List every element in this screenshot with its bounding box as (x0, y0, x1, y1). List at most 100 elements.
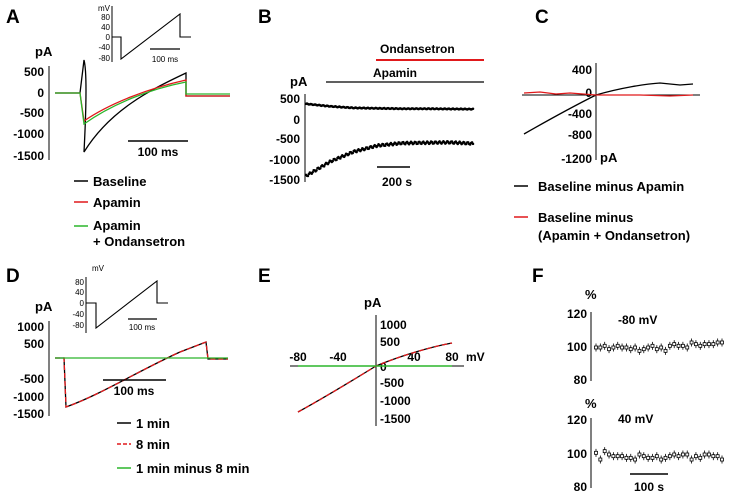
inset-d-voltage-protocol (86, 279, 168, 330)
panel-f-bottom-point (663, 455, 668, 460)
inset-d-tick: 40 (75, 288, 84, 297)
panel-f-bottom-point (633, 457, 638, 462)
panel-f-top-point (594, 345, 598, 350)
panel-f-bottom-point (720, 457, 724, 462)
panel-b-unit: pA (290, 74, 308, 89)
panel-f-bottom-point (689, 457, 694, 462)
panel-e-xtick: 80 (445, 350, 459, 364)
panel-b-ytick: -500 (276, 132, 300, 146)
panel-e-ytick: 1000 (380, 318, 407, 332)
panel-f-bottom-point (672, 452, 677, 457)
panel-e-ytick: -1500 (380, 412, 411, 426)
panel-b-inward-point (327, 161, 331, 164)
legend-label-apamin: Apamin (93, 218, 141, 233)
inset-d-tick: 0 (80, 299, 85, 308)
panel-label-b: B (258, 7, 272, 28)
inset-a-tick: 0 (106, 33, 111, 42)
panel-d-traces (55, 341, 228, 408)
panel-b-ytick: 500 (280, 92, 300, 106)
legend-label-difference: 1 min minus 8 min (136, 461, 249, 476)
panel-a-ytick: -1500 (13, 149, 44, 163)
panel-f-bottom-point (650, 455, 655, 460)
panel-b-inward-point (319, 167, 322, 170)
panel-b-ondansetron-label: Ondansetron (380, 42, 455, 56)
panel-a-traces (55, 59, 230, 153)
inset-d-scalebar-label: 100 ms (129, 323, 155, 332)
panel-f-top-point (676, 343, 681, 348)
panel-f-bottom-point (615, 454, 620, 459)
inset-a-tick: 80 (101, 13, 110, 22)
inset-a: mV 80 40 0 -40 -80 100 ms (98, 4, 191, 64)
panel-f-top-label: -80 mV (618, 313, 657, 327)
legend-label-baseline-minus-apamin: Baseline minus Apamin (538, 179, 684, 194)
panel-e-1min-trace (297, 342, 453, 413)
panel-f-bottom-point (637, 452, 642, 457)
panel-f-bottom-ytick: 80 (574, 480, 588, 494)
panel-e-8min-trace (297, 342, 453, 413)
inset-a-tick: -80 (98, 54, 110, 63)
panel-f-bottom-point (598, 457, 603, 462)
panel-f-top-point (689, 340, 694, 345)
panel-b-scalebar-label: 200 s (382, 175, 412, 189)
panel-f-top-point (711, 342, 716, 347)
panel-a-apamin-ondansetron-trace (55, 81, 230, 126)
panel-f-top-point (663, 348, 668, 353)
panel-f-top-point (602, 343, 607, 348)
panel-f-bottom-point (694, 454, 698, 459)
inset-d-unit: mV (92, 264, 105, 273)
panel-f-top-point (685, 345, 690, 350)
panel-f-top-point (720, 340, 724, 345)
panel-c-baseline-minus-apamin-ondansetron-trace (523, 91, 694, 97)
panel-f-top-point (611, 345, 616, 350)
inset-d: mV 80 40 0 -40 -80 100 ms (72, 264, 168, 333)
panel-c-baseline-minus-apamin-trace (523, 82, 694, 135)
panel-e-xtick: -40 (329, 350, 347, 364)
inset-d-tick: 80 (75, 278, 84, 287)
panel-f-bottom-point (628, 455, 633, 460)
panel-f-bottom-point (607, 452, 611, 457)
panel-a-baseline-trace (55, 59, 230, 153)
panel-b-inward-point (471, 142, 475, 146)
panel-a-ytick: -500 (20, 106, 44, 120)
panel-f-bottom-points (594, 447, 724, 464)
inset-a-scalebar-label: 100 ms (152, 55, 178, 64)
inset-d-tick: -40 (72, 310, 84, 319)
panel-f-bottom-point (602, 449, 607, 454)
panel-f-scalebar-label: 100 s (634, 480, 664, 494)
panel-d-ytick: 500 (24, 337, 44, 351)
panel-f-top-point (702, 342, 707, 347)
panel-f-top-point (667, 343, 672, 348)
legend-label-apamin-ondansetron: (Apamin + Ondansetron) (538, 228, 690, 243)
panel-f-bottom-point (624, 455, 629, 460)
panel-f-top-point (715, 340, 720, 345)
inset-a-unit: mV (98, 4, 111, 13)
panel-label-e: E (258, 266, 271, 287)
panel-b-inward-point (335, 158, 338, 162)
panel-e-unit-y: pA (364, 295, 382, 310)
panel-a-scalebar-label: 100 ms (138, 145, 179, 159)
panel-f-top-point (628, 347, 633, 352)
panel-label-a: A (6, 7, 20, 28)
panel-f-bottom-point (702, 452, 707, 457)
panel-f-top-point (624, 345, 629, 350)
panel-b-ytick: 0 (293, 113, 300, 127)
panel-b-inward-point (315, 169, 318, 172)
panel-f-top-unit: % (585, 287, 597, 302)
panel-b-apamin-label: Apamin (373, 66, 417, 80)
panel-c-ytick: -400 (568, 107, 592, 121)
panel-c-ytick: -1200 (561, 152, 592, 166)
panel-e-unit-x: mV (466, 350, 485, 364)
panel-label-c: C (535, 7, 549, 28)
panel-f-bottom-ytick: 100 (567, 447, 587, 461)
legend-label-8min: 8 min (136, 437, 170, 452)
panel-f-bottom-point (641, 454, 646, 459)
panel-c-legend: Baseline minus Apamin Baseline minus (Ap… (514, 179, 690, 243)
panel-a-unit: pA (35, 44, 53, 59)
panel-b-ytick: -1000 (269, 153, 300, 167)
panel-f-bottom-unit: % (585, 396, 597, 411)
panel-a-ytick: 0 (37, 86, 44, 100)
panel-f-top-point (654, 347, 659, 352)
legend-label-baseline: Baseline (93, 174, 146, 189)
panel-f-top-ytick: 80 (574, 373, 588, 387)
